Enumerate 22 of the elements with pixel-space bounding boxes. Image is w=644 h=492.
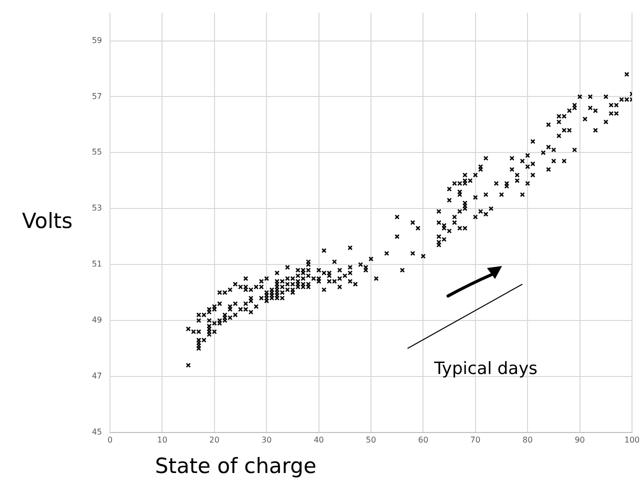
y-tick-label: 59 <box>92 36 102 45</box>
y-tick-label: 51 <box>92 260 102 269</box>
y-axis-title: Volts <box>22 209 73 233</box>
x-tick-label: 30 <box>262 435 272 444</box>
y-tick-label: 47 <box>92 372 102 381</box>
x-tick-label: 60 <box>418 435 428 444</box>
x-tick-label: 90 <box>574 435 585 444</box>
y-tick-label: 53 <box>92 204 102 213</box>
y-tick-label: 49 <box>92 316 102 325</box>
x-tick-label: 70 <box>470 435 480 444</box>
x-tick-label: 20 <box>209 435 220 444</box>
y-tick-label: 55 <box>92 148 102 157</box>
y-tick-label: 57 <box>92 92 102 101</box>
x-tick-label: 40 <box>314 435 324 444</box>
x-tick-label: 10 <box>157 435 168 444</box>
x-tick-label: 0 <box>107 435 113 444</box>
x-tick-label: 100 <box>624 435 640 444</box>
x-axis-title: State of charge <box>155 454 316 478</box>
x-tick-label: 80 <box>522 435 533 444</box>
annotation: Typical days <box>433 358 538 379</box>
x-tick-label: 50 <box>366 435 376 444</box>
y-tick-label: 45 <box>92 427 102 436</box>
